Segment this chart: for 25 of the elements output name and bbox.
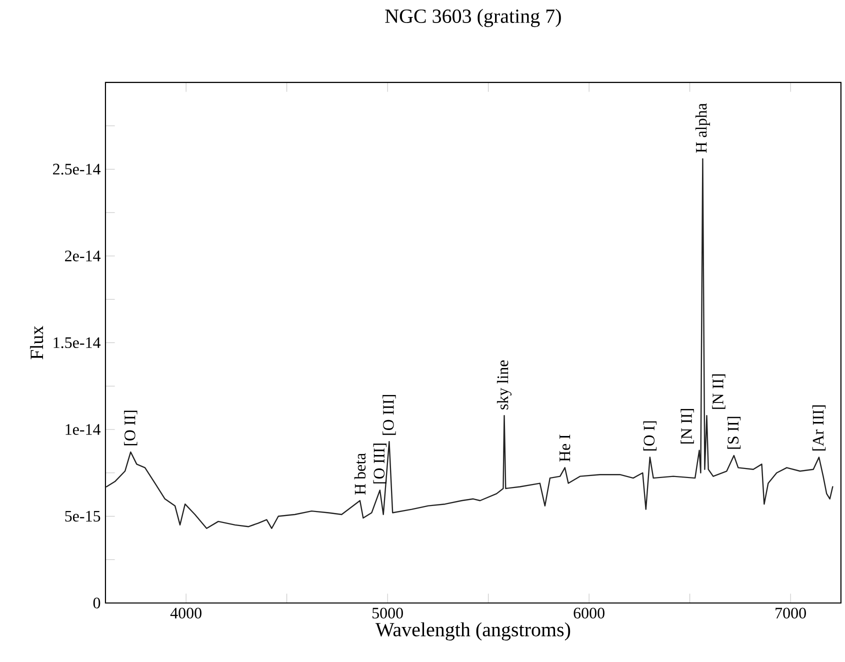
annotation: [O III] xyxy=(382,395,396,435)
annotation: sky line xyxy=(496,360,512,410)
y-tick-label: 1.5e-14 xyxy=(54,337,101,348)
y-tick-label: 5e-15 xyxy=(65,510,100,522)
y-tick-label: 2e-14 xyxy=(65,250,101,262)
x-tick-label: 4000 xyxy=(170,608,202,618)
annotation: H beta xyxy=(354,453,366,495)
y-tick-label: 0 xyxy=(93,598,100,608)
x-axis-title: Wavelength (angstroms) xyxy=(375,622,570,641)
annotation: H alpha xyxy=(695,103,710,153)
y-tick-label: 1e-14 xyxy=(66,424,101,435)
x-tick-label: 6000 xyxy=(574,608,604,618)
x-tick-label: 5000 xyxy=(372,608,403,618)
annotation: [O II] xyxy=(124,410,138,446)
annotation: [Ar III] xyxy=(812,405,826,450)
x-tick-label: 7000 xyxy=(776,608,806,618)
annotation: [O III] xyxy=(373,444,387,484)
y-tick-label: 2.5e-14 xyxy=(53,164,101,175)
annotation: [N II] xyxy=(680,409,694,444)
chart-title: NGC 3603 (grating 7) xyxy=(385,8,561,28)
y-axis-title: Flux xyxy=(30,326,44,360)
annotation: [O I] xyxy=(643,421,657,450)
annotation: [N II] xyxy=(712,374,726,409)
annotation: He I xyxy=(560,434,570,462)
annotation: [S II] xyxy=(727,416,741,449)
